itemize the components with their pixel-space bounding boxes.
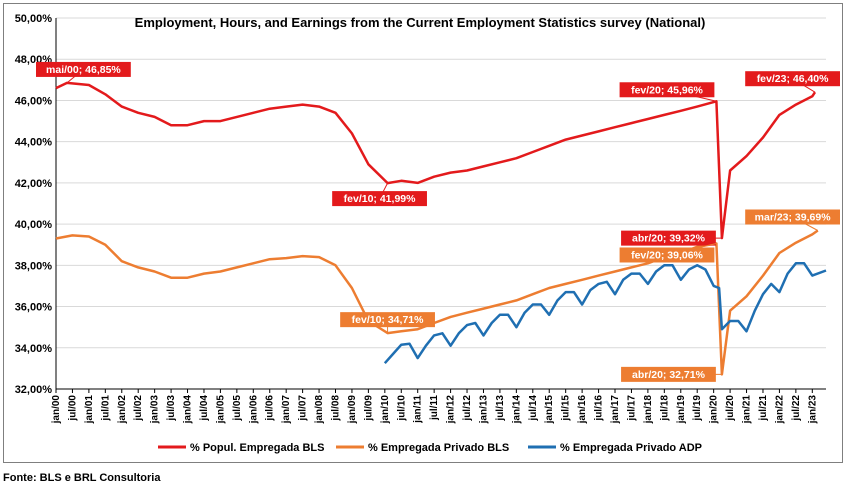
x-tick-label: jul/12 bbox=[462, 395, 473, 422]
x-tick-label: jul/18 bbox=[659, 395, 670, 422]
x-tick-label: jan/16 bbox=[577, 395, 588, 425]
x-tick-label: jul/01 bbox=[100, 395, 111, 422]
annotation-label: fev/10; 34,71% bbox=[352, 314, 424, 326]
annotation-box bbox=[619, 82, 715, 98]
x-tick-label: jan/14 bbox=[511, 395, 522, 425]
x-tick-label: jan/00 bbox=[51, 395, 62, 425]
y-tick-label: 38,00% bbox=[15, 260, 53, 272]
legend-label: % Empregada Privado BLS bbox=[368, 442, 509, 454]
x-tick-label: jul/13 bbox=[495, 395, 506, 422]
annotation-label: fev/10; 41,99% bbox=[344, 193, 416, 205]
x-tick-label: jan/19 bbox=[676, 395, 687, 425]
x-tick-label: jan/17 bbox=[610, 395, 621, 425]
x-tick-label: jul/22 bbox=[791, 395, 802, 422]
y-tick-label: 44,00% bbox=[15, 137, 53, 149]
annotation-box bbox=[745, 209, 840, 225]
x-tick-label: jul/08 bbox=[331, 395, 342, 422]
y-tick-label: 46,00% bbox=[15, 95, 53, 107]
annotation-label: mar/23; 39,69% bbox=[755, 212, 832, 224]
annotation-label: fev/20; 45,96% bbox=[631, 84, 703, 96]
annotation-label: fev/23; 46,40% bbox=[757, 73, 829, 85]
x-tick-label: jul/21 bbox=[758, 395, 769, 422]
x-tick-label: jul/15 bbox=[561, 395, 572, 422]
annotation-box bbox=[619, 247, 715, 263]
x-tick-label: jan/05 bbox=[215, 395, 226, 425]
annotation-box bbox=[332, 191, 427, 207]
x-tick-label: jan/13 bbox=[478, 395, 489, 425]
x-tick-label: jul/05 bbox=[232, 395, 243, 422]
x-tick-label: jan/21 bbox=[742, 395, 753, 425]
annotation-label: mai/00; 46,85% bbox=[46, 64, 121, 76]
x-tick-label: jul/14 bbox=[528, 395, 539, 422]
x-tick-label: jan/20 bbox=[709, 395, 720, 425]
x-tick-label: jul/19 bbox=[692, 395, 703, 422]
x-tick-label: jan/02 bbox=[117, 395, 128, 425]
x-tick-label: jul/07 bbox=[298, 395, 309, 422]
x-tick-label: jul/03 bbox=[166, 395, 177, 422]
legend-label: % Empregada Privado ADP bbox=[560, 442, 702, 454]
x-tick-label: jan/08 bbox=[314, 395, 325, 425]
annotation-box bbox=[621, 230, 716, 246]
y-tick-label: 42,00% bbox=[15, 178, 53, 190]
chart-title: Employment, Hours, and Earnings from the… bbox=[135, 15, 706, 30]
x-tick-label: jan/01 bbox=[84, 395, 95, 425]
x-tick-label: jan/18 bbox=[643, 395, 654, 425]
x-tick-label: jul/20 bbox=[725, 395, 736, 422]
y-tick-label: 32,00% bbox=[15, 384, 53, 396]
x-tick-label: jul/11 bbox=[429, 395, 440, 421]
x-tick-label: jan/22 bbox=[774, 395, 785, 425]
annotation-label: abr/20; 32,71% bbox=[632, 369, 706, 381]
x-tick-label: jul/10 bbox=[396, 395, 407, 422]
x-tick-label: jul/00 bbox=[67, 395, 78, 422]
series-line-empregada-privado-bls bbox=[55, 229, 819, 376]
x-tick-label: jul/09 bbox=[363, 395, 374, 422]
x-tick-label: jul/04 bbox=[199, 395, 210, 422]
line-chart: 32,00% 34,00% 36,00% 38,00% 40,00% 42,00% 44,0… bbox=[15, 13, 840, 454]
x-tick-label: jul/02 bbox=[133, 395, 144, 422]
x-tick-label: jan/10 bbox=[380, 395, 391, 425]
annotation-box bbox=[745, 71, 840, 87]
annotation-box bbox=[36, 61, 131, 77]
series-line-popul-empregada-bls bbox=[55, 81, 817, 240]
y-tick-label: 50,00% bbox=[15, 13, 53, 25]
x-tick-label: jan/04 bbox=[183, 395, 194, 425]
x-tick-label: jul/17 bbox=[626, 395, 637, 422]
y-tick-label: 40,00% bbox=[15, 219, 53, 231]
y-tick-label: 34,00% bbox=[15, 343, 53, 355]
x-tick-label: jan/06 bbox=[248, 395, 259, 425]
x-tick-label: jan/07 bbox=[281, 395, 292, 425]
x-tick-label: jul/06 bbox=[265, 395, 276, 422]
annotation-box bbox=[621, 366, 716, 382]
y-tick-label: 36,00% bbox=[15, 302, 53, 314]
x-tick-label: jan/15 bbox=[544, 395, 555, 425]
x-tick-label: jan/09 bbox=[347, 395, 358, 425]
annotation-box bbox=[340, 312, 435, 328]
legend-label: % Popul. Empregada BLS bbox=[190, 442, 324, 454]
x-tick-label: jan/12 bbox=[446, 395, 457, 425]
x-tick-label: jan/11 bbox=[413, 395, 424, 424]
x-tick-label: jul/16 bbox=[594, 395, 605, 422]
x-tick-label: jan/03 bbox=[150, 395, 161, 425]
annotation-label: fev/20; 39,06% bbox=[631, 249, 703, 261]
source-note: Fonte: BLS e BRL Consultoria bbox=[3, 472, 161, 484]
series-line-empregada-privado-adp bbox=[383, 262, 827, 365]
chart-frame bbox=[3, 3, 843, 463]
annotation-label: abr/20; 39,32% bbox=[632, 233, 706, 245]
x-tick-label: jan/23 bbox=[807, 395, 818, 425]
